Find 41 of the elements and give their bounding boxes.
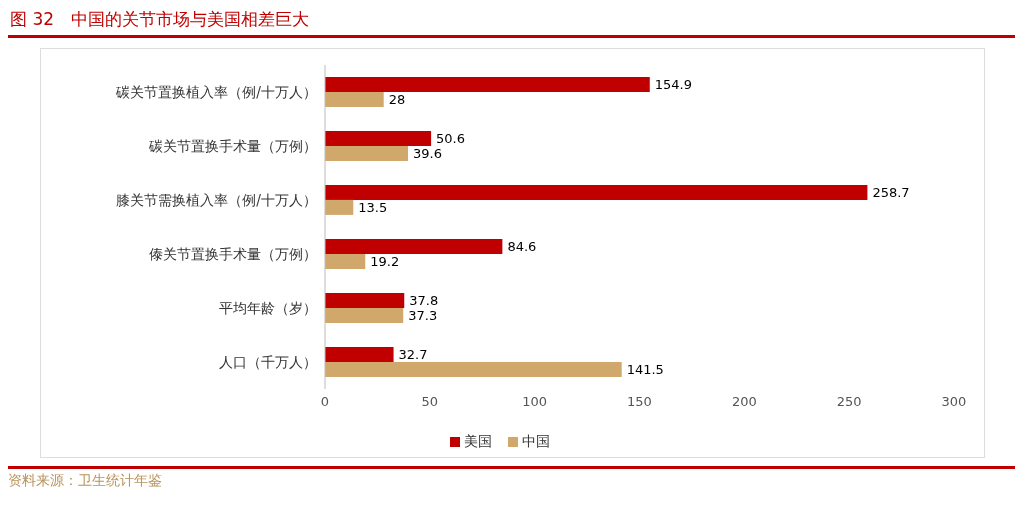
text: 资料来源：卫生统计年鉴 xyxy=(8,472,163,490)
data-label: 258.7 xyxy=(872,185,910,200)
bar xyxy=(325,253,366,269)
data-label: 28 xyxy=(388,92,406,107)
x-tick-label: 300 xyxy=(941,394,967,410)
bar xyxy=(325,361,622,377)
bar xyxy=(325,184,868,200)
data-label: 37.8 xyxy=(409,292,439,308)
bar xyxy=(325,238,503,254)
y-tick-label: 傣关节置换手术量（万例） xyxy=(149,245,317,262)
x-tick-label: 150 xyxy=(627,394,652,410)
bar xyxy=(325,346,394,362)
data-label: 154.9 xyxy=(654,77,692,92)
y-tick-label: 平均年龄（岁） xyxy=(219,299,317,316)
bar xyxy=(325,76,650,92)
y-tick-label: 膝关节需换植入率（例/十万人） xyxy=(116,191,317,208)
text: 图 32 中国的关节市场与美国相差巨大 xyxy=(8,8,1015,38)
data-label: 84.6 xyxy=(507,239,537,254)
legend-label: 中国 xyxy=(520,433,550,451)
data-label: 37.3 xyxy=(408,307,438,323)
data-label: 50.6 xyxy=(436,130,466,146)
data-label: 141.5 xyxy=(626,361,664,377)
x-tick-label: 250 xyxy=(836,394,862,410)
data-label: 32.7 xyxy=(398,346,428,362)
y-tick-label: 人口（千万人） xyxy=(219,353,317,370)
legend-label: 美国 xyxy=(462,433,492,451)
data-label: 19.2 xyxy=(370,254,400,269)
data-label: 13.5 xyxy=(358,200,388,215)
x-tick-label: 200 xyxy=(731,394,757,410)
bar xyxy=(325,199,354,215)
bar xyxy=(325,91,384,107)
y-tick-label: 碳关节置换手术量（万例） xyxy=(148,137,317,154)
data-label: 39.6 xyxy=(413,145,442,161)
bar xyxy=(325,145,409,161)
x-tick-label: 0 xyxy=(320,394,330,410)
bar xyxy=(325,292,405,308)
bar xyxy=(325,130,432,146)
x-tick-label: 50 xyxy=(421,394,439,410)
x-tick-label: 100 xyxy=(522,394,548,410)
bar xyxy=(325,307,404,323)
y-tick-label: 碳关节置换植入率（例/十万人） xyxy=(115,83,317,100)
